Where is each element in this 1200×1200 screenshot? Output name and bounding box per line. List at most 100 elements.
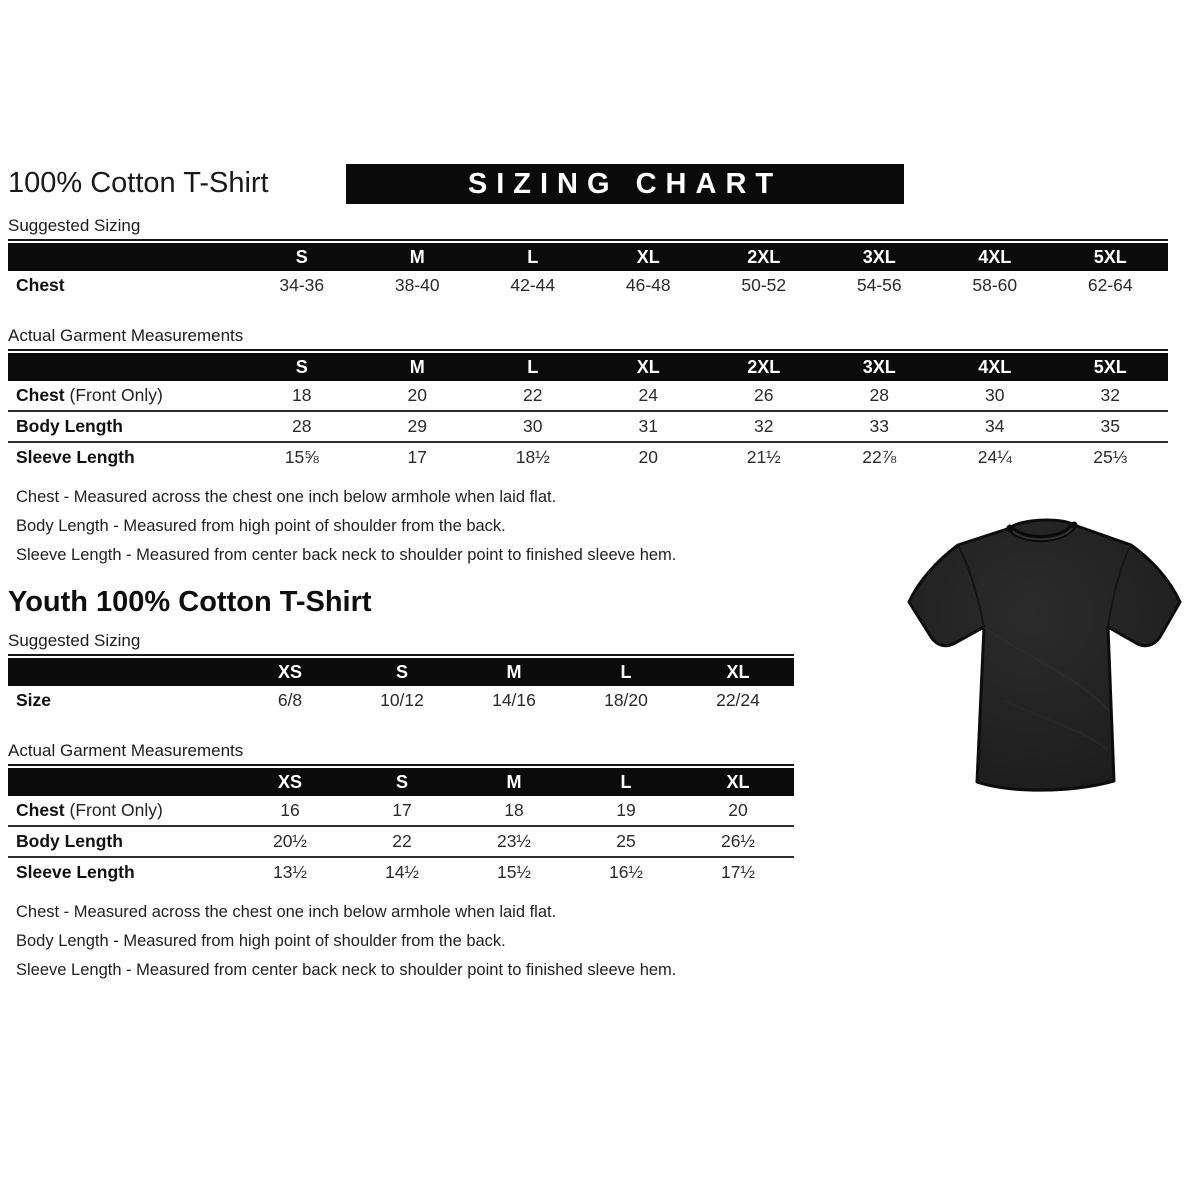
column-header: M [409,246,425,267]
table-row: Sleeve Length 13½ 14½ 15½ 16½ 17½ [8,856,794,887]
cell-value: 18/20 [604,690,648,710]
table-row: Body Length 28 29 30 31 32 33 34 35 [8,410,1168,441]
row-label: Chest [16,275,65,295]
table-header-row: XS S M L XL [8,768,794,796]
cell-value: 32 [1100,385,1120,405]
cell-value: 20 [728,800,748,820]
cell-value: 18½ [515,447,550,467]
cell-value: 54-56 [856,275,902,295]
column-header: XL [636,246,660,267]
cell-value: 29 [407,416,427,436]
cell-value: 15⅝ [284,447,319,467]
cell-value: 35 [1100,416,1120,436]
cell-value: 22 [392,831,412,851]
cell-value: 30 [523,416,543,436]
cell-value: 33 [869,416,889,436]
sizing-chart-banner: SIZING CHART [346,164,904,204]
cell-value: 58-60 [972,275,1018,295]
youth-actual-section: Actual Garment Measurements XS S M L XL … [8,741,794,887]
column-header: L [527,246,539,267]
column-header: M [506,661,522,682]
column-header: XL [636,356,660,377]
cell-value: 28 [292,416,312,436]
table-header-row: S M L XL 2XL 3XL 4XL 5XL [8,243,1168,271]
cell-value: 17 [392,800,412,820]
section-label: Actual Garment Measurements [8,326,1168,351]
adult-measurement-notes: Chest - Measured across the chest one in… [16,483,1172,570]
column-header: M [409,356,425,377]
youth-section-title: Youth 100% Cotton T-Shirt [8,586,372,618]
cell-value: 25⅓ [1093,447,1128,467]
note-line: Sleeve Length - Measured from center bac… [16,546,677,564]
cell-value: 17 [407,447,427,467]
row-label: Size [16,690,52,710]
column-header: 5XL [1093,356,1127,377]
cell-value: 38-40 [394,275,440,295]
cell-value: 28 [869,385,889,405]
page-title: 100% Cotton T-Shirt [8,167,269,199]
column-header: L [527,356,539,377]
table-row: Size 6/8 10/12 14/16 18/20 22/24 [8,686,794,715]
column-header: M [506,771,522,792]
note-line: Body Length - Measured from high point o… [16,517,506,535]
column-header: L [620,661,632,682]
column-header: S [395,771,408,792]
cell-value: 10/12 [380,690,424,710]
cell-value: 25 [616,831,636,851]
cell-value: 16½ [608,862,644,882]
row-label: Body Length [16,416,123,436]
cell-value: 24¼ [977,447,1012,467]
adult-suggested-section: Suggested Sizing S M L XL 2XL 3XL 4XL 5X… [8,216,1168,300]
column-header: XL [726,771,750,792]
table-row: Chest 34-36 38-40 42-44 46-48 50-52 54-5… [8,271,1168,300]
table-header-row: XS S M L XL [8,658,794,686]
cell-value: 22⅞ [862,447,897,467]
column-header: S [295,356,308,377]
column-header: 2XL [747,356,781,377]
cell-value: 62-64 [1087,275,1133,295]
column-header: 3XL [862,246,896,267]
table-row: Chest (Front Only) 16 17 18 19 20 [8,796,794,825]
note-line: Chest - Measured across the chest one in… [16,488,557,506]
cell-value: 50-52 [741,275,787,295]
row-label: Sleeve Length [16,447,135,467]
column-header: 2XL [747,246,781,267]
section-label: Suggested Sizing [8,631,794,656]
row-label: Chest (Front Only) [16,800,163,820]
row-label: Body Length [16,831,123,851]
column-header: 3XL [862,356,896,377]
section-label: Actual Garment Measurements [8,741,794,766]
table-row: Chest (Front Only) 18 20 22 24 26 28 30 … [8,381,1168,410]
cell-value: 13½ [272,862,308,882]
table-header-row: S M L XL 2XL 3XL 4XL 5XL [8,353,1168,381]
cell-value: 34 [985,416,1005,436]
column-header: XS [277,771,302,792]
cell-value: 17½ [720,862,756,882]
cell-value: 32 [754,416,774,436]
cell-value: 21½ [746,447,781,467]
cell-value: 34-36 [279,275,325,295]
cell-value: 22 [523,385,543,405]
cell-value: 14/16 [492,690,536,710]
column-header: 4XL [978,356,1012,377]
cell-value: 14½ [384,862,420,882]
cell-value: 20 [407,385,427,405]
column-header: S [295,246,308,267]
cell-value: 16 [280,800,300,820]
adult-actual-section: Actual Garment Measurements S M L XL 2XL… [8,326,1168,472]
cell-value: 20 [638,447,658,467]
cell-value: 24 [638,385,658,405]
column-header: S [395,661,408,682]
cell-value: 18 [292,385,312,405]
youth-suggested-section: Suggested Sizing XS S M L XL Size 6/8 10… [8,631,794,715]
cell-value: 42-44 [510,275,556,295]
cell-value: 26½ [720,831,756,851]
cell-value: 20½ [272,831,308,851]
header: 100% Cotton T-Shirt SIZING CHART [8,164,1172,204]
cell-value: 31 [638,416,658,436]
cell-value: 19 [616,800,636,820]
row-label: Chest (Front Only) [16,385,163,405]
cell-value: 26 [754,385,774,405]
cell-value: 30 [985,385,1005,405]
column-header: 4XL [978,246,1012,267]
